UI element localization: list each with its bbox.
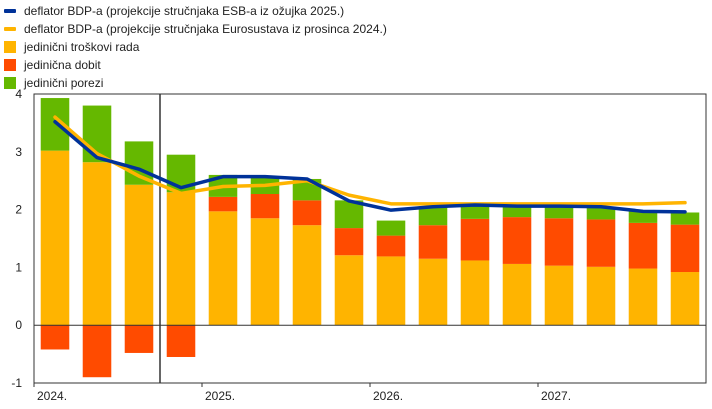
- bar-segment-2: [376, 220, 406, 236]
- legend-label-unit-labour-costs: jedinični troškovi rada: [24, 40, 140, 54]
- legend-swatch-unit-labour-costs: [4, 41, 16, 53]
- bar-segment-2: [628, 211, 658, 223]
- bar-segment-0: [40, 150, 70, 326]
- bar-segment-0: [628, 268, 658, 326]
- legend-label-unit-taxes: jedinični porezi: [24, 76, 104, 90]
- x-tick-label: 2024.: [37, 389, 67, 403]
- legend-swatch-deflator-eurosystem: [4, 27, 16, 31]
- bar-segment-1: [82, 325, 112, 378]
- bar-segment-0: [292, 225, 322, 326]
- bar-segment-2: [460, 206, 490, 219]
- bar-segment-1: [208, 196, 238, 212]
- bar-segment-2: [124, 141, 154, 185]
- legend-item-unit-taxes: jedinični porezi: [4, 74, 387, 92]
- x-tick-label: 2026.: [373, 389, 403, 403]
- legend-item-deflator-ecb: deflator BDP-a (projekcije stručnjaka ES…: [4, 2, 387, 20]
- bar-segment-0: [334, 255, 364, 326]
- bar-segment-2: [670, 212, 700, 225]
- x-tick-label: 2025.: [205, 389, 235, 403]
- legend-swatch-unit-profits: [4, 59, 16, 71]
- legend-label-deflator-eurosystem: deflator BDP-a (projekcije stručnjaka Eu…: [24, 22, 387, 36]
- legend-swatch-deflator-ecb: [4, 9, 16, 13]
- legend-item-unit-profits: jedinična dobit: [4, 56, 387, 74]
- bar-segment-1: [502, 217, 532, 264]
- bar-segment-1: [628, 222, 658, 269]
- line-deflator-ecb: [53, 119, 687, 214]
- bar-segment-0: [208, 211, 238, 326]
- bar-segment-2: [502, 205, 532, 218]
- bar-segment-1: [670, 224, 700, 273]
- bar-segment-0: [166, 192, 196, 326]
- bar-segment-1: [460, 218, 490, 261]
- bar-segment-0: [670, 272, 700, 326]
- legend-item-unit-labour-costs: jedinični troškovi rada: [4, 38, 387, 56]
- bar-segment-0: [544, 265, 574, 326]
- bar-segment-1: [124, 325, 154, 353]
- y-tick-label: -1: [11, 376, 22, 390]
- bar-segment-2: [334, 200, 364, 229]
- bar-segment-2: [544, 206, 574, 219]
- bar-segment-2: [418, 206, 448, 226]
- bar-segment-1: [586, 219, 616, 267]
- bar-segment-1: [544, 218, 574, 266]
- bar-segment-1: [292, 200, 322, 226]
- bar-segment-2: [586, 207, 616, 220]
- y-tick-label: 1: [15, 260, 22, 274]
- y-tick-label: 3: [15, 145, 22, 159]
- bar-segment-0: [502, 263, 532, 326]
- bar-segment-1: [250, 193, 280, 219]
- y-tick-label: 2: [15, 203, 22, 217]
- bar-segment-0: [586, 266, 616, 326]
- legend: deflator BDP-a (projekcije stručnjaka ES…: [4, 2, 387, 92]
- line-deflator-eurosystem: [53, 115, 687, 206]
- bar-segment-0: [418, 258, 448, 326]
- bar-segment-0: [460, 260, 490, 326]
- bar-segment-0: [124, 184, 154, 326]
- bar-segment-1: [40, 325, 70, 350]
- legend-label-deflator-ecb: deflator BDP-a (projekcije stručnjaka ES…: [24, 4, 345, 18]
- x-tick-label: 2027.: [541, 389, 571, 403]
- bar-segment-0: [82, 162, 112, 326]
- legend-label-unit-profits: jedinična dobit: [24, 58, 101, 72]
- bar-segment-0: [376, 256, 406, 326]
- bar-segment-1: [166, 325, 196, 357]
- legend-swatch-unit-taxes: [4, 77, 16, 89]
- bar-segment-1: [376, 235, 406, 257]
- legend-item-deflator-eurosystem: deflator BDP-a (projekcije stručnjaka Eu…: [4, 20, 387, 38]
- y-tick-label: 0: [15, 318, 22, 332]
- y-tick-label: 4: [15, 87, 22, 101]
- bar-segment-1: [418, 225, 448, 259]
- bar-segment-0: [250, 218, 280, 326]
- bar-segment-1: [334, 228, 364, 256]
